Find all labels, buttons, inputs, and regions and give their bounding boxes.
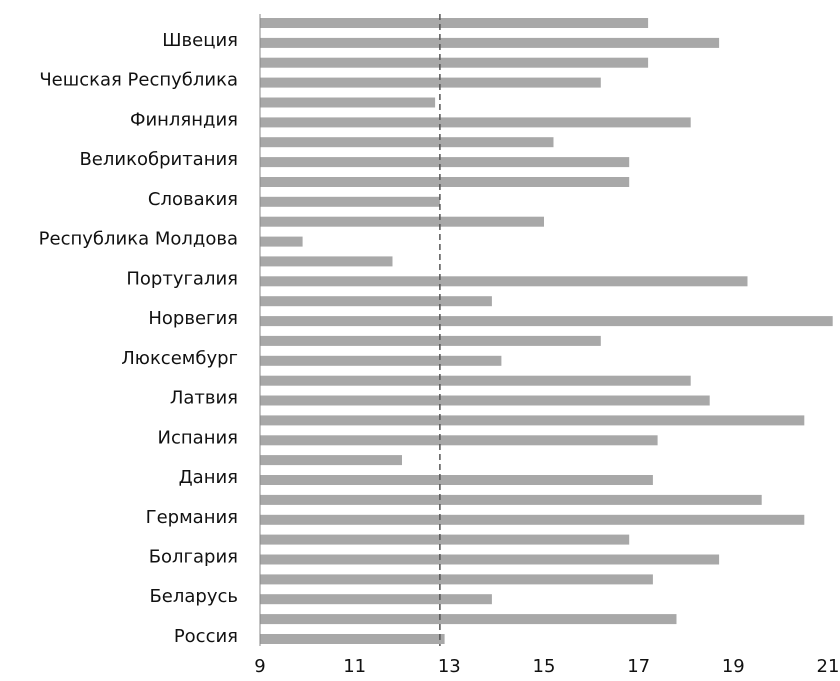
x-tick-label-19: 19 <box>722 656 745 677</box>
bar-29 <box>260 574 653 585</box>
category-label-16: Россия <box>174 626 238 647</box>
category-label-4: Великобритания <box>79 149 238 170</box>
bar-3 <box>260 57 649 68</box>
bar-5 <box>260 97 436 108</box>
bar-1 <box>260 18 649 28</box>
x-tick-label-9: 9 <box>254 656 265 677</box>
bar-6 <box>260 117 691 128</box>
bar-2 <box>260 37 720 48</box>
x-tick-label-15: 15 <box>533 656 556 677</box>
category-label-5: Словакия <box>148 189 238 210</box>
bar-4 <box>260 77 601 88</box>
bar-31 <box>260 614 677 625</box>
bar-17 <box>260 335 601 346</box>
bar-27 <box>260 534 630 545</box>
bar-8 <box>260 157 630 168</box>
bar-9 <box>260 177 630 187</box>
bar-10 <box>260 196 440 207</box>
category-label-8: Норвегия <box>148 308 238 329</box>
category-label-15: Беларусь <box>149 586 238 607</box>
category-label-11: Испания <box>158 427 238 448</box>
category-label-14: Болгария <box>149 547 238 568</box>
category-label-10: Латвия <box>170 388 238 409</box>
bar-24 <box>260 475 653 485</box>
bar-12 <box>260 236 303 247</box>
category-label-1: Швеция <box>162 30 238 51</box>
bar-20 <box>260 395 710 406</box>
bar-13 <box>260 256 393 267</box>
bar-7 <box>260 137 554 148</box>
x-tick-label-21: 21 <box>817 656 840 677</box>
category-label-12: Дания <box>179 467 238 488</box>
x-tick-label-13: 13 <box>438 656 461 677</box>
x-tick-label-17: 17 <box>627 656 650 677</box>
x-tick-label-11: 11 <box>343 656 366 677</box>
bar-28 <box>260 554 720 565</box>
bar-19 <box>260 375 691 386</box>
category-label-2: Чешская Республика <box>39 70 238 91</box>
bar-22 <box>260 435 658 446</box>
bar-group <box>260 18 833 644</box>
category-labels: Швеция Чешская Республика Финляндия Великоб… <box>39 30 238 647</box>
category-label-9: Люксембург <box>121 348 238 369</box>
category-label-6: Республика Молдова <box>39 229 238 250</box>
bar-30 <box>260 594 492 605</box>
bar-32 <box>260 634 445 644</box>
bar-16 <box>260 316 833 327</box>
bar-15 <box>260 296 492 307</box>
bar-14 <box>260 276 748 287</box>
bar-18 <box>260 355 502 366</box>
bar-23 <box>260 455 402 466</box>
category-label-7: Португалия <box>126 268 238 289</box>
x-axis-tick-labels: 9 11 13 15 17 19 21 <box>254 656 839 677</box>
category-label-3: Финляндия <box>130 109 238 130</box>
bar-26 <box>260 514 805 525</box>
bar-11 <box>260 216 544 227</box>
bar-25 <box>260 494 762 505</box>
bar-21 <box>260 415 805 426</box>
category-label-13: Германия <box>146 507 238 528</box>
